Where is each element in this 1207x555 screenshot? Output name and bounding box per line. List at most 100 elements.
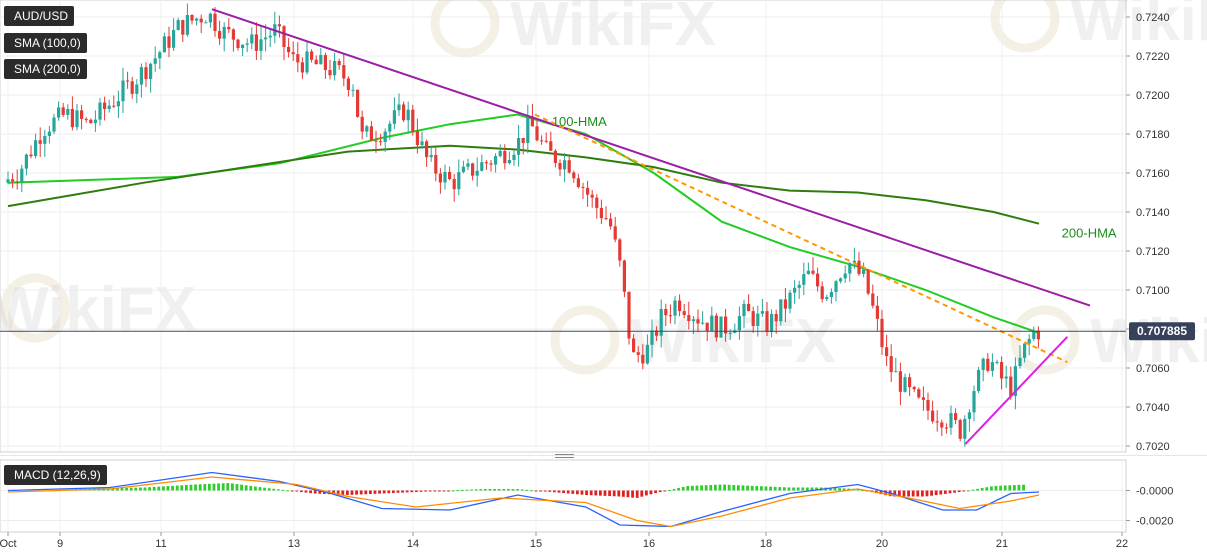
candle-body [540,140,544,142]
candle-body [236,39,240,49]
sma200-legend[interactable]: SMA (200,0) [4,59,87,79]
candle-body [250,34,254,44]
histogram-bar [736,485,740,491]
candle-body [75,110,79,128]
candle-body [135,84,139,94]
histogram-bar [511,489,515,491]
histogram-bar [520,489,524,491]
histogram-bar [552,490,556,493]
candle [1013,357,1017,410]
histogram-bar [309,490,312,494]
y-tick-label: 0.7140 [1136,207,1170,219]
candle-body [710,315,714,331]
candle [250,27,254,50]
histogram-bar [391,490,395,493]
histogram-bar [272,488,276,491]
candle [1004,365,1008,388]
macd-histogram [74,483,1025,498]
candle-body [218,31,222,39]
candle [917,387,921,399]
histogram-bar [778,487,782,491]
candle-body [204,22,208,24]
current-price-badge [1129,322,1195,341]
histogram-bar [861,490,864,492]
candle [227,18,231,34]
candle [765,301,769,337]
candle-body [627,291,631,339]
candle [369,120,373,141]
histogram-bar [976,488,979,491]
candle-body [70,109,74,128]
candle [622,259,626,298]
histogram-bar [792,487,795,491]
symbol-legend[interactable]: AUD/USD [4,6,75,26]
histogram-bar [575,490,579,495]
candle-body [737,316,741,331]
histogram-bar [746,485,749,491]
candle-body [728,332,732,334]
candle-body [287,46,291,53]
candle-body [264,37,268,40]
candle [797,280,801,299]
candle [678,294,682,317]
histogram-bar [244,485,248,491]
histogram-bar [727,484,731,491]
candle [6,171,10,185]
candle-body [346,78,350,90]
candle [277,15,281,38]
candle-body [310,51,314,60]
candle-body [894,371,898,373]
candle-body [38,140,42,144]
candle-body [130,81,134,94]
candle [231,28,235,52]
histogram-bar [704,485,708,491]
histogram-bar [580,490,584,495]
candle-body [880,318,884,348]
histogram-bar [405,490,409,493]
histogram-bar [649,490,653,495]
histogram-bar [134,487,138,491]
histogram-bar [299,490,303,493]
macd-legend[interactable]: MACD (12,26,9) [4,465,107,485]
candle-body [365,126,369,132]
candle [793,280,797,304]
watermark-text: WikiFX [0,275,196,344]
histogram-bar [543,490,547,492]
candle-body [300,62,304,73]
candle-body [374,140,378,142]
histogram-bar [654,490,657,494]
candle [457,159,461,196]
candle-body [323,55,327,70]
candle [139,63,143,98]
candle [990,353,994,377]
histogram-bar [419,490,423,492]
sma100-legend[interactable]: SMA (100,0) [4,33,87,53]
candle [848,262,852,282]
candle [351,84,355,97]
histogram-bar [451,490,455,492]
candle [862,262,866,278]
candle [236,38,240,51]
y-tick-label: 0.7100 [1136,285,1170,297]
candle [388,120,392,141]
histogram-bar [934,490,938,496]
candle [314,55,318,65]
candle-body [61,107,65,115]
histogram-bar [994,485,998,491]
histogram-bar [479,489,483,491]
histogram-bar [203,484,207,491]
histogram-bar [483,489,487,491]
histogram-bar [161,486,165,491]
candle-body [452,179,456,190]
candle [162,32,166,53]
histogram-bar [663,490,667,492]
candle [770,309,774,338]
annotations: 100-HMA 200-HMA [552,114,1117,240]
candle [963,415,967,447]
histogram-bar [470,489,473,491]
histogram-bar [700,485,703,491]
candle-body [494,156,498,165]
candle [972,385,976,422]
candle [379,133,383,146]
candle [103,96,107,121]
